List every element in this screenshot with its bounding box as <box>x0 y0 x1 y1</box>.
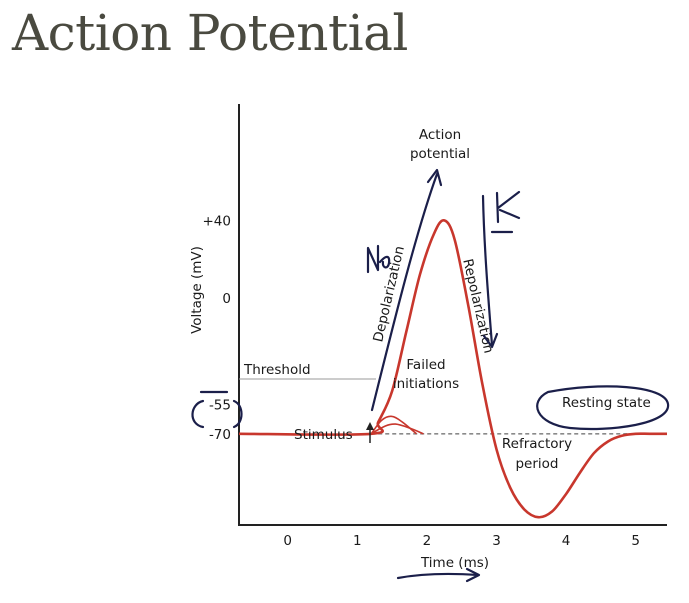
annotation-resting-state: Resting state <box>562 395 651 411</box>
x-tick-label: 3 <box>492 533 501 549</box>
annotation-failed-2: initiations <box>393 376 459 392</box>
annotation-action-potential-2: potential <box>410 146 470 162</box>
x-tick-label: 1 <box>353 533 362 549</box>
ink-depolarization-arrow <box>370 172 439 412</box>
annotation-stimulus: Stimulus <box>294 427 353 443</box>
annotation-failed-1: Failed <box>406 357 445 373</box>
y-tick-label: +40 <box>203 213 232 229</box>
x-tick-label: 5 <box>631 533 640 549</box>
stimulus-arrow-head <box>366 422 374 430</box>
ink-arrowhead-repol <box>482 332 499 349</box>
x-tick-label: 2 <box>423 533 432 549</box>
ink-circle-resting <box>536 385 670 431</box>
x-axis-title: Time (ms) <box>420 555 489 571</box>
ink-k-mark <box>490 190 521 234</box>
x-tick-label: 0 <box>283 533 292 549</box>
ink-arrowhead-peak <box>426 168 443 187</box>
handwritten-ink <box>191 168 670 583</box>
series-action-potential <box>238 219 667 519</box>
y-tick-label: 0 <box>222 291 231 307</box>
annotation-threshold: Threshold <box>243 362 311 378</box>
annotation-refractory-2: period <box>515 456 558 472</box>
annotation-action-potential-1: Action <box>419 127 461 143</box>
x-tick-label: 4 <box>562 533 571 549</box>
y-tick-label: -70 <box>209 427 231 443</box>
ink-repolarization-arrow <box>481 194 494 347</box>
ink-time-arrowhead <box>465 567 481 583</box>
slide-title: Action Potential <box>12 4 408 62</box>
ink-na-mark <box>366 244 391 274</box>
annotation-refractory-1: Refractory <box>502 436 572 452</box>
ink-time-arrow <box>396 572 480 580</box>
ink-circle-minus70 <box>191 399 243 429</box>
y-tick-label: -55 <box>209 398 231 414</box>
y-axis-title: Voltage (mV) <box>189 246 205 334</box>
